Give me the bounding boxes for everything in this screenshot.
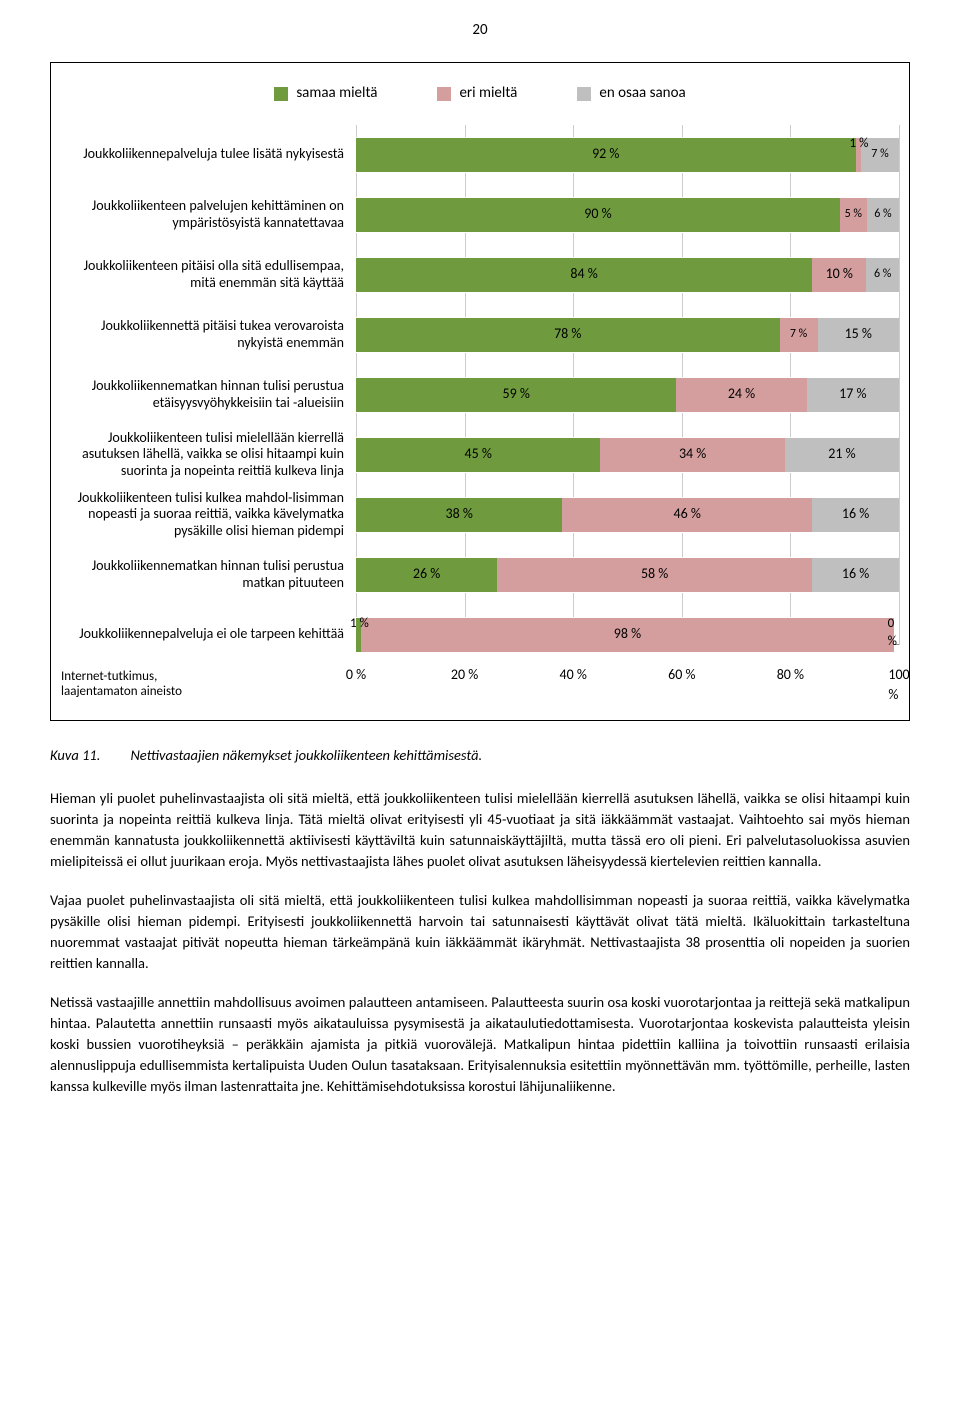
chart-row: Joukkoliikenteen pitäisi olla sitä edull…	[61, 245, 899, 305]
bar-label: Joukkoliikennepalveluja ei ole tarpeen k…	[61, 626, 356, 642]
bar-segment: 59 %	[356, 377, 676, 413]
chart-legend: samaa mieltä eri mieltä en osaa sanoa	[61, 83, 899, 105]
bar-label: Joukkoliikenteen tulisi mielellään kierr…	[61, 430, 356, 478]
chart-frame: samaa mieltä eri mieltä en osaa sanoa Jo…	[50, 62, 910, 721]
bar-segment: 46 %	[562, 497, 812, 533]
bar-label: Joukkoliikennettä pitäisi tukea verovaro…	[61, 318, 356, 350]
bar-track: 26 %58 %16 %	[356, 557, 899, 593]
bar-track: 38 %46 %16 %	[356, 497, 899, 533]
chart-row: Joukkoliikennematkan hinnan tulisi perus…	[61, 365, 899, 425]
body-paragraph: Hieman yli puolet puhelinvastaajista oli…	[50, 788, 910, 872]
swatch-disagree	[437, 87, 451, 101]
swatch-agree	[274, 87, 288, 101]
chart-row: Joukkoliikenteen palvelujen kehittäminen…	[61, 185, 899, 245]
bar-segment: 92 %	[356, 137, 856, 173]
bar-segment: 98 %	[361, 617, 893, 653]
bar-label: Joukkoliikenteen pitäisi olla sitä edull…	[61, 258, 356, 290]
bar-segment: 26 %	[356, 557, 497, 593]
bar-segment: 21 %	[785, 437, 899, 473]
swatch-dontknow	[577, 87, 591, 101]
bar-label: Joukkoliikenteen palvelujen kehittäminen…	[61, 198, 356, 230]
bar-segment: 5 %	[840, 197, 867, 233]
bar-segment: 78 %	[356, 317, 780, 353]
chart-row: Joukkoliikenteen tulisi mielellään kierr…	[61, 425, 899, 485]
bar-label: Joukkoliikennematkan hinnan tulisi perus…	[61, 558, 356, 590]
body-paragraph: Netissä vastaajille annettiin mahdollisu…	[50, 992, 910, 1097]
bar-segment: 45 %	[356, 437, 600, 473]
chart-rows: Joukkoliikennepalveluja tulee lisätä nyk…	[61, 125, 899, 665]
bar-track: 78 %7 %15 %	[356, 317, 899, 353]
chart-row: Joukkoliikennepalveluja ei ole tarpeen k…	[61, 605, 899, 665]
bar-track: 1 %98 %0 %	[356, 617, 899, 653]
x-tick: 0 %	[346, 665, 366, 685]
legend-label: en osaa sanoa	[599, 83, 685, 105]
bar-segment: 17 %	[807, 377, 899, 413]
x-tick: 100 %	[888, 665, 909, 706]
legend-item-disagree: eri mieltä	[437, 83, 517, 105]
bar-segment: 34 %	[600, 437, 785, 473]
bar-label: Joukkoliikennematkan hinnan tulisi perus…	[61, 378, 356, 410]
chart-row: Joukkoliikennematkan hinnan tulisi perus…	[61, 545, 899, 605]
bar-segment: 15 %	[818, 317, 899, 353]
bar-segment: 58 %	[497, 557, 812, 593]
bar-segment: 10 %	[812, 257, 866, 293]
chart-row: Joukkoliikennepalveluja tulee lisätä nyk…	[61, 125, 899, 185]
legend-label: samaa mieltä	[296, 83, 377, 105]
page-number: 20	[50, 20, 910, 42]
x-tick: 60 %	[668, 665, 695, 685]
bar-track: 92 %1 %7 %	[356, 137, 899, 173]
legend-item-agree: samaa mieltä	[274, 83, 377, 105]
bar-segment: 38 %	[356, 497, 562, 533]
bar-segment: 16 %	[812, 497, 899, 533]
bar-segment: 84 %	[356, 257, 812, 293]
legend-item-dontknow: en osaa sanoa	[577, 83, 685, 105]
x-tick: 40 %	[560, 665, 587, 685]
x-tick: 20 %	[451, 665, 478, 685]
bar-track: 59 %24 %17 %	[356, 377, 899, 413]
bar-track: 90 %5 %6 %	[356, 197, 899, 233]
caption-text: Nettivastaajien näkemykset joukkoliikent…	[130, 745, 482, 766]
bar-segment: 16 %	[812, 557, 899, 593]
bar-segment: 7 %	[780, 317, 818, 353]
bar-label: Joukkoliikenteen tulisi kulkea mahdol-li…	[61, 490, 356, 538]
x-axis-ticks: 0 %20 %40 %60 %80 %100 %	[356, 665, 899, 685]
figure-caption: Kuva 11. Nettivastaajien näkemykset jouk…	[50, 745, 910, 766]
caption-ref: Kuva 11.	[50, 745, 100, 766]
bar-track: 45 %34 %21 %	[356, 437, 899, 473]
body-paragraph: Vajaa puolet puhelinvastaajista oli sitä…	[50, 890, 910, 974]
x-tick: 80 %	[777, 665, 804, 685]
bar-segment: 6 %	[866, 257, 899, 293]
chart-row: Joukkoliikenteen tulisi kulkea mahdol-li…	[61, 485, 899, 545]
bar-segment: 6 %	[867, 197, 899, 233]
bar-segment: 24 %	[676, 377, 806, 413]
legend-label: eri mieltä	[459, 83, 517, 105]
bar-track: 84 %10 %6 %	[356, 257, 899, 293]
bar-label: Joukkoliikennepalveluja tulee lisätä nyk…	[61, 146, 356, 162]
chart-row: Joukkoliikennettä pitäisi tukea verovaro…	[61, 305, 899, 365]
bar-segment: 90 %	[356, 197, 840, 233]
